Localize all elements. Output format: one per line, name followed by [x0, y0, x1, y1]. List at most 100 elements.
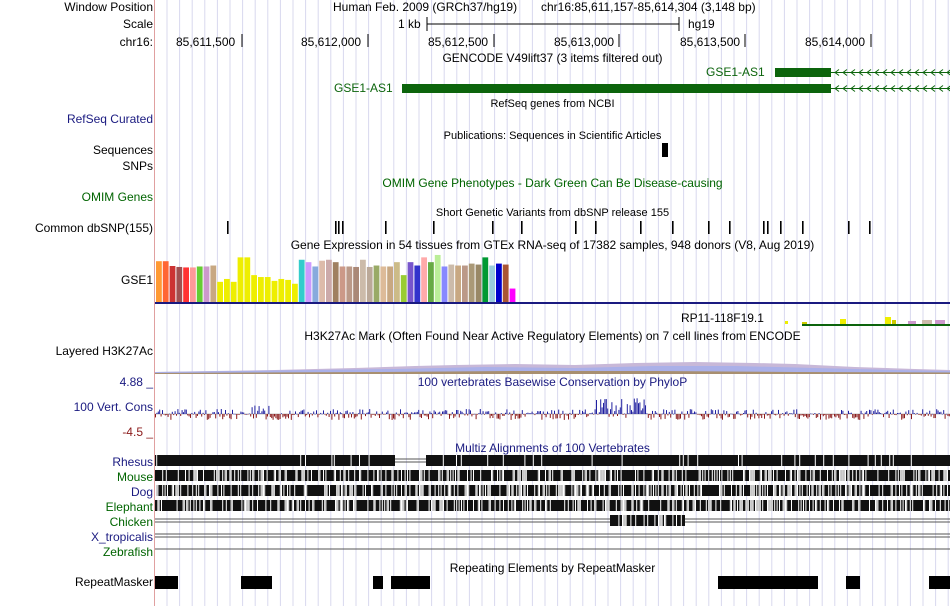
dbsnp-variant — [708, 221, 710, 234]
label-window-position: Window Position — [64, 0, 153, 14]
dbsnp-variant — [729, 221, 731, 234]
scale-assembly: hg19 — [688, 17, 715, 31]
dbsnp-track-title: Short Genetic Variants from dbSNP releas… — [435, 207, 670, 219]
gtex-tissue-bar — [434, 254, 441, 302]
gtex-tissue-bar — [292, 283, 298, 302]
gtex-tissue-bar — [312, 266, 319, 302]
label-chrom: chr16: — [119, 35, 153, 49]
gtex-track-title: Gene Expression in 54 tissues from GTEx … — [290, 238, 815, 252]
gtex-tissue-bar — [230, 281, 237, 302]
label-omim-genes[interactable]: OMIM Genes — [81, 190, 153, 204]
gtex-tissue-bar — [305, 262, 312, 302]
dbsnp-variant — [802, 221, 804, 234]
dbsnp-variant — [595, 221, 597, 234]
gtex-tissue-bar — [468, 263, 475, 302]
dbsnp-variant — [492, 221, 494, 234]
gtex-tissue-bar — [407, 262, 414, 302]
phylop-min-value: -4.5 _ — [122, 425, 153, 439]
label-snps[interactable]: SNPs — [122, 159, 153, 173]
dbsnp-variant — [869, 221, 871, 234]
dbsnp-variant — [335, 221, 337, 234]
gtex-tissue-bar — [421, 257, 427, 302]
repeatmasker-elements[interactable] — [155, 575, 950, 591]
gtex-tissue-bar — [244, 257, 251, 302]
gtex-tissue-bar — [176, 266, 183, 302]
gtex-tissue-bar — [455, 265, 461, 302]
gtex-tissue-bar — [400, 275, 407, 302]
label-repeatmasker[interactable]: RepeatMasker — [74, 575, 153, 589]
label-layered-h3k27ac[interactable]: Layered H3K27Ac — [55, 344, 153, 358]
gtex-tissue-bar — [394, 262, 400, 302]
gtex-tissue-bar — [224, 278, 230, 302]
species-rhesus[interactable]: Rhesus — [112, 455, 153, 469]
ruler-tick-label: 85,613,500 — [680, 35, 741, 49]
species-x-tropicalis[interactable]: X_tropicalis — [90, 530, 153, 544]
label-common-dbsnp[interactable]: Common dbSNP(155) — [34, 221, 153, 235]
gtex-tissue-bar — [326, 259, 332, 302]
gtex-tissue-bar — [237, 257, 244, 302]
phylop-track-title: 100 vertebrates Basewise Conservation by… — [417, 375, 688, 389]
gencode-gene-models[interactable] — [155, 64, 950, 96]
gtex-tissue-bar — [285, 279, 291, 302]
gtex-tissue-bar — [387, 266, 393, 302]
scale-bar-label: 1 kb — [398, 17, 421, 31]
gtex-tissue-bar — [414, 265, 421, 302]
dbsnp-variant — [575, 221, 577, 234]
dbsnp-variant — [780, 221, 782, 234]
dbsnp-variant — [672, 221, 674, 234]
species-dog[interactable]: Dog — [130, 485, 153, 499]
gtex-tissue-bar — [162, 261, 169, 302]
dbsnp-variant — [521, 221, 523, 234]
dbsnp-variant-ticks[interactable] — [155, 220, 950, 236]
ruler-tick-label: 85,612,500 — [428, 35, 489, 49]
multiz-alignment-blocks[interactable] — [155, 453, 950, 561]
species-chicken[interactable]: Chicken — [109, 515, 153, 529]
gtex-tissue-bar — [489, 265, 495, 302]
gtex-tissue-bar — [448, 264, 455, 302]
gtex-tissue-bar — [264, 277, 271, 302]
gtex-tissue-bar — [271, 280, 278, 302]
gtex-tissue-bar — [190, 267, 196, 302]
omim-track-title: OMIM Gene Phenotypes - Dark Green Can Be… — [382, 176, 723, 190]
gtex-tissue-bar — [278, 278, 285, 302]
dbsnp-variant — [227, 221, 229, 234]
dbsnp-variant — [640, 221, 642, 234]
publication-sequence-block[interactable] — [662, 143, 668, 157]
gtex-tissue-bar — [509, 288, 516, 302]
species-elephant[interactable]: Elephant — [105, 500, 153, 514]
multiz-track-title: Multiz Alignments of 100 Vertebrates — [455, 441, 650, 455]
gtex-tissue-bar — [339, 266, 346, 302]
gene-label-rp11-118f19-1[interactable]: RP11-118F19.1 — [681, 311, 764, 325]
rp11-gene-model[interactable] — [780, 312, 950, 328]
ruler-tick-label: 85,611,500 — [176, 35, 236, 49]
label-refseq-curated[interactable]: RefSeq Curated — [66, 112, 153, 126]
gtex-tissue-bar — [332, 262, 339, 302]
species-mouse[interactable]: Mouse — [116, 470, 153, 484]
refseq-track-title: RefSeq genes from NCBI — [490, 98, 615, 110]
label-sequences[interactable]: Sequences — [92, 143, 153, 157]
gtex-tissue-bar — [475, 264, 482, 302]
gtex-expression-bars[interactable] — [155, 253, 950, 305]
label-100-vert-cons[interactable]: 100 Vert. Cons — [73, 400, 153, 414]
label-gse1[interactable]: GSE1 — [120, 273, 153, 287]
label-track-separator — [154, 0, 155, 606]
dbsnp-variant — [342, 221, 344, 234]
gtex-tissue-bar — [251, 275, 257, 302]
gtex-tissue-bar — [428, 262, 434, 302]
dbsnp-variant — [767, 221, 769, 234]
gtex-tissue-bar — [319, 260, 325, 302]
gene-label-gse1-as1-b[interactable]: GSE1-AS1 — [334, 81, 393, 95]
gtex-tissue-bar — [298, 259, 305, 302]
gtex-tissue-bar — [210, 265, 217, 302]
gtex-tissue-bar — [183, 267, 189, 302]
gencode-track-title: GENCODE V49lift37 (3 items filtered out) — [442, 51, 663, 65]
gtex-tissue-bar — [462, 265, 468, 302]
species-zebrafish[interactable]: Zebrafish — [102, 545, 153, 559]
label-scale: Scale — [122, 17, 153, 31]
gtex-tissue-bar — [203, 266, 210, 302]
h3k27ac-signal[interactable] — [155, 354, 950, 374]
phylop-conservation-plot[interactable] — [155, 390, 950, 438]
ruler-ticks — [241, 34, 872, 47]
gene-label-gse1-as1-a[interactable]: GSE1-AS1 — [706, 65, 765, 79]
gtex-tissue-bar — [353, 266, 359, 302]
